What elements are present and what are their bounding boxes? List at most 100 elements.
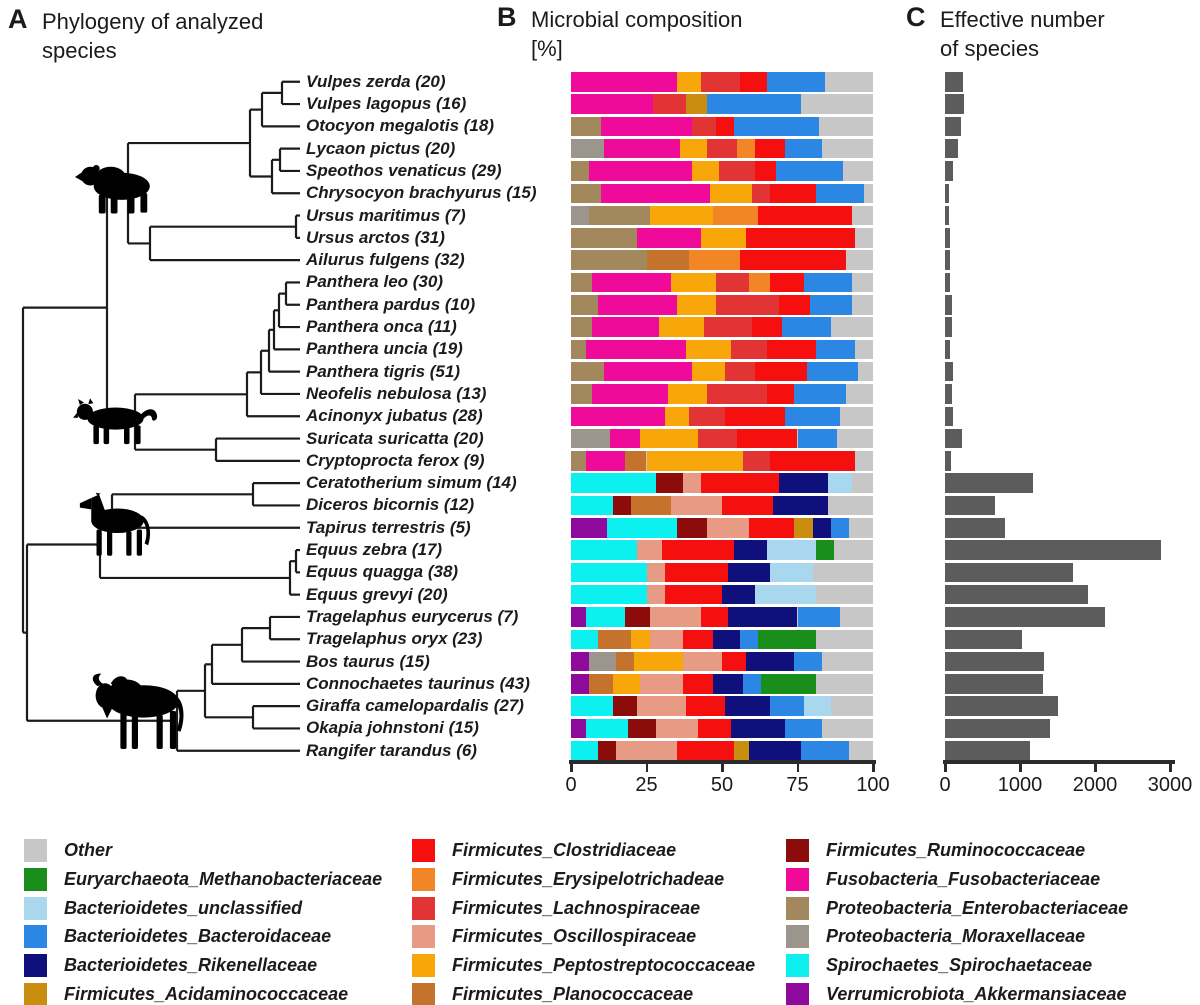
segment-clostr xyxy=(715,116,735,137)
segment-clostr xyxy=(676,741,735,761)
segment-entero xyxy=(571,361,605,382)
segment-lachno xyxy=(688,406,725,426)
segment-erysip xyxy=(688,250,741,270)
species-label: Panthera tigris (51) xyxy=(306,361,460,381)
panel-c-title-line2: of species xyxy=(940,36,1040,61)
effective-species-bar xyxy=(945,562,1074,583)
segment-entero xyxy=(571,116,602,137)
segment-methano xyxy=(758,629,816,649)
species-label: Lycaon pictus (20) xyxy=(306,138,456,158)
axis-tick-label: 50 xyxy=(710,774,734,796)
species-label: Tragelaphus eurycerus (7) xyxy=(306,606,519,626)
segment-clostr xyxy=(725,406,786,426)
segment-spiro xyxy=(571,741,599,761)
panel-b-title: Microbial composition [%] xyxy=(531,5,743,63)
segment-plano xyxy=(631,495,671,516)
segment-entero xyxy=(571,339,587,360)
segment-fuso xyxy=(586,339,686,360)
segment-oscillo xyxy=(706,518,750,538)
axis-line xyxy=(569,760,876,764)
legend-swatch-verru xyxy=(786,983,809,1005)
axis-tick-label: 75 xyxy=(786,774,809,796)
segment-bact_ba xyxy=(706,94,801,114)
segment-plano xyxy=(616,651,635,672)
effective-species-bar xyxy=(945,473,1033,493)
segment-pepto xyxy=(691,361,726,382)
segment-clostr xyxy=(779,295,810,315)
segment-entero xyxy=(571,384,593,404)
effective-species-bar xyxy=(945,741,1030,761)
segment-bact_ri xyxy=(725,696,771,716)
segment-bact_ba xyxy=(785,718,822,739)
segment-entero xyxy=(571,317,593,337)
segment-lachno xyxy=(715,272,750,293)
segment-fuso xyxy=(592,272,671,293)
segment-bact_ri xyxy=(731,718,786,739)
legend-swatch-bact_ri xyxy=(24,954,47,978)
legend-swatch-spiro xyxy=(786,954,809,978)
panel-a-letter: A xyxy=(8,4,28,34)
segment-rumino xyxy=(613,696,638,716)
segment-pepto xyxy=(700,228,747,248)
axis-tick-label: 0 xyxy=(939,774,951,796)
segment-clostr xyxy=(755,161,777,181)
segment-lachno xyxy=(743,451,771,471)
segment-oscillo xyxy=(682,473,701,493)
species-label: Panthera leo (30) xyxy=(306,272,443,292)
effective-species-bar xyxy=(945,94,964,114)
legend-swatch-plano xyxy=(412,983,435,1005)
species-label: Panthera onca (11) xyxy=(306,317,457,337)
panel-c-title: Effective number of species xyxy=(940,5,1105,63)
effective-species-bar xyxy=(945,406,953,426)
segment-bact_ba xyxy=(734,116,819,137)
segment-bact_ba xyxy=(785,406,840,426)
segment-spiro xyxy=(571,562,647,583)
composition-bar-row xyxy=(571,116,873,137)
composition-bar-row xyxy=(571,183,873,203)
legend-label: Firmicutes_Oscillospiraceae xyxy=(452,926,697,947)
segment-lachno xyxy=(715,295,780,315)
composition-bar-row xyxy=(571,495,873,516)
segment-verru xyxy=(571,718,587,739)
segment-clostr xyxy=(661,540,735,560)
segment-erysip xyxy=(712,205,759,226)
segment-pepto xyxy=(679,138,707,159)
panel-c-title-line1: Effective number xyxy=(940,7,1105,32)
effective-species-bar xyxy=(945,540,1161,560)
segment-bact_ba xyxy=(794,651,822,672)
species-label: Panthera pardus (10) xyxy=(306,294,476,314)
legend-swatch-rumino xyxy=(786,839,809,862)
segment-oscillo xyxy=(640,674,683,694)
effective-species-bar xyxy=(945,384,952,404)
effective-species-bar xyxy=(945,361,953,382)
segment-bact_un xyxy=(767,540,816,560)
panel-b-letter: B xyxy=(497,2,517,32)
segment-morax xyxy=(589,651,617,672)
species-label: Acinonyx jubatus (28) xyxy=(306,406,483,426)
species-label: Tapirus terrestris (5) xyxy=(306,517,471,537)
equid-icon xyxy=(79,492,151,556)
segment-clostr xyxy=(722,495,774,516)
segment-pepto xyxy=(676,295,716,315)
segment-bact_ri xyxy=(773,495,828,516)
segment-spiro xyxy=(571,495,614,516)
segment-spiro xyxy=(571,540,638,560)
segment-lachno xyxy=(703,317,753,337)
segment-methano xyxy=(815,540,834,560)
segment-clostr xyxy=(770,183,816,203)
segment-plano xyxy=(646,250,689,270)
segment-oscillo xyxy=(649,607,701,627)
composition-bar-row xyxy=(571,138,873,159)
legend-label: Firmicutes_Lachnospiraceae xyxy=(452,897,701,918)
effective-species-bar xyxy=(945,651,1044,672)
composition-bar-row xyxy=(571,72,873,92)
segment-clostr xyxy=(697,718,732,739)
species-label: Connochaetes taurinus (43) xyxy=(306,673,530,693)
segment-clostr xyxy=(685,696,725,716)
segment-bact_ba xyxy=(800,741,849,761)
segment-bact_ri xyxy=(812,518,831,538)
segment-entero xyxy=(571,451,587,471)
composition-bar-row xyxy=(571,272,873,293)
effective-species-bar xyxy=(945,495,996,516)
segment-pepto xyxy=(676,72,701,92)
